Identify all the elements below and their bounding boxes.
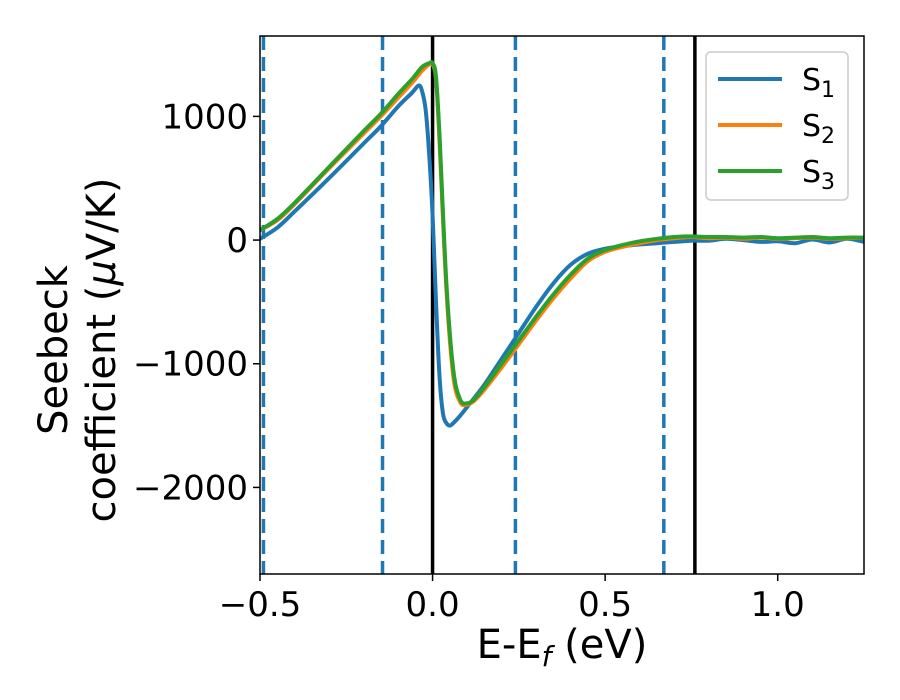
x-tick-label: −0.5 bbox=[219, 585, 302, 625]
series-line-S3 bbox=[260, 60, 864, 406]
series-lines bbox=[260, 60, 864, 428]
x-tick-label: 0.0 bbox=[406, 585, 460, 625]
plot-frame bbox=[259, 35, 865, 575]
y-tick-label: −2000 bbox=[133, 468, 248, 508]
y-axis-label: Seebeck coefficient (μV/K) bbox=[31, 178, 125, 523]
x-tick-label: 1.0 bbox=[751, 585, 805, 625]
legend-label: S3 bbox=[802, 155, 835, 195]
y-axis-ticks: −2000 −1000 0 1000 bbox=[133, 97, 260, 508]
legend-label: S1 bbox=[802, 63, 835, 103]
svg-text:coefficient (μV/K): coefficient (μV/K) bbox=[79, 178, 125, 523]
y-tick-label: 1000 bbox=[161, 97, 248, 137]
x-axis-label: E-Ef (eV) bbox=[477, 622, 648, 673]
axes-frame bbox=[259, 35, 865, 575]
legend: S1 S2 S3 bbox=[705, 51, 849, 201]
svg-text:Seebeck: Seebeck bbox=[31, 264, 77, 435]
x-axis-ticks: −0.5 0.0 0.5 1.0 bbox=[219, 574, 805, 625]
legend-label: S2 bbox=[802, 109, 835, 149]
y-tick-label: −1000 bbox=[133, 345, 248, 385]
x-tick-label: 0.5 bbox=[578, 585, 632, 625]
y-tick-label: 0 bbox=[226, 221, 248, 261]
